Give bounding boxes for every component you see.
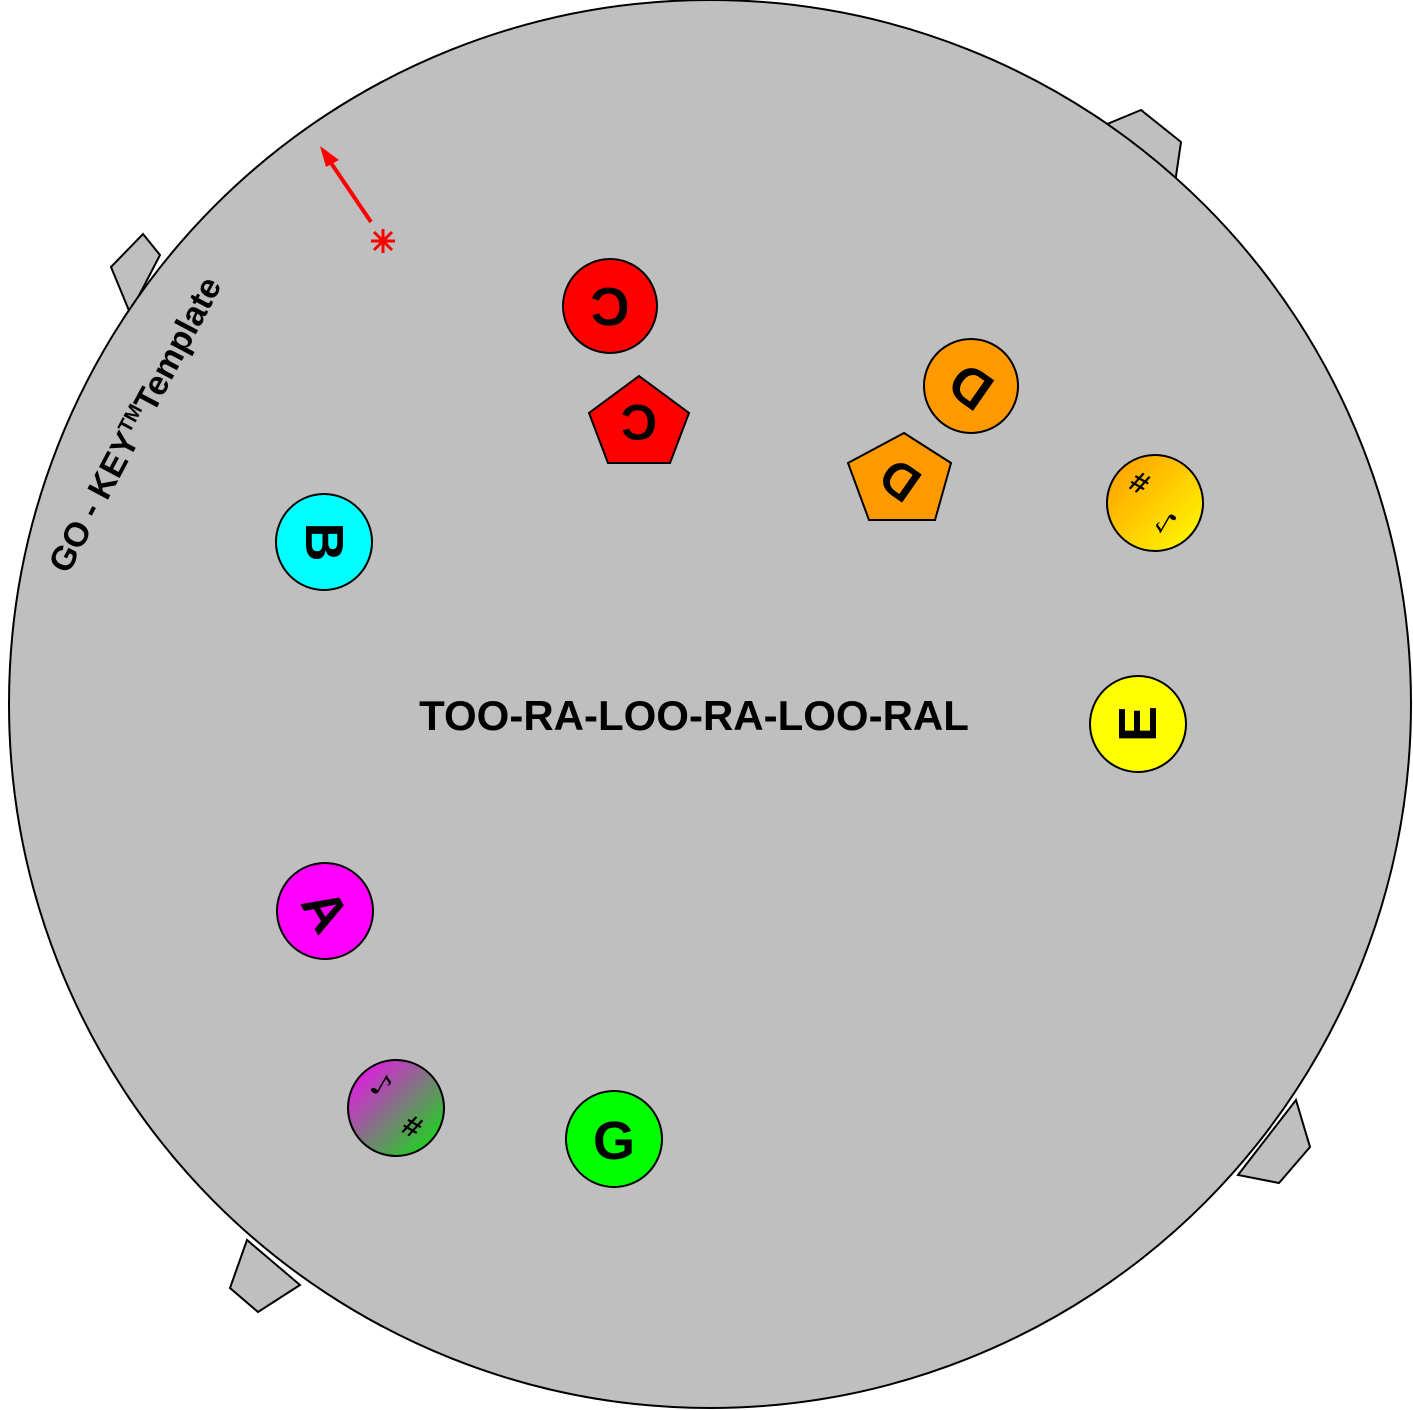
note-f-sharp-circle[interactable]: ♪ # bbox=[347, 1059, 445, 1157]
song-title: TOO-RA-LOO-RA-LOO-RAL bbox=[419, 692, 969, 739]
note-g-circle[interactable]: G bbox=[565, 1090, 663, 1188]
note-c-circle[interactable]: C bbox=[562, 258, 658, 354]
note-e-label: E bbox=[1108, 706, 1168, 742]
start-arrow-head bbox=[320, 146, 339, 167]
tab-bottom-left bbox=[228, 1238, 302, 1314]
note-c-pentagon-label: C bbox=[621, 394, 657, 450]
note-g-label: G bbox=[593, 1111, 635, 1171]
note-b-circle[interactable]: B bbox=[275, 493, 373, 591]
note-e-circle[interactable]: E bbox=[1089, 675, 1187, 773]
note-c-label: C bbox=[591, 276, 630, 336]
note-c-pentagon[interactable]: C bbox=[587, 374, 691, 464]
note-a-circle[interactable]: A bbox=[276, 862, 374, 960]
tab-bottom-right bbox=[1236, 1097, 1312, 1185]
start-star-icon bbox=[371, 229, 395, 253]
start-marker bbox=[320, 146, 395, 253]
note-b-label: B bbox=[294, 523, 354, 562]
note-d-pentagon[interactable]: D bbox=[846, 431, 953, 521]
note-d-sharp-circle[interactable]: # ♪ bbox=[1106, 454, 1204, 552]
start-arrow-icon bbox=[327, 158, 373, 224]
template-disc bbox=[8, 0, 1412, 1409]
note-d-circle[interactable]: D bbox=[923, 338, 1019, 434]
